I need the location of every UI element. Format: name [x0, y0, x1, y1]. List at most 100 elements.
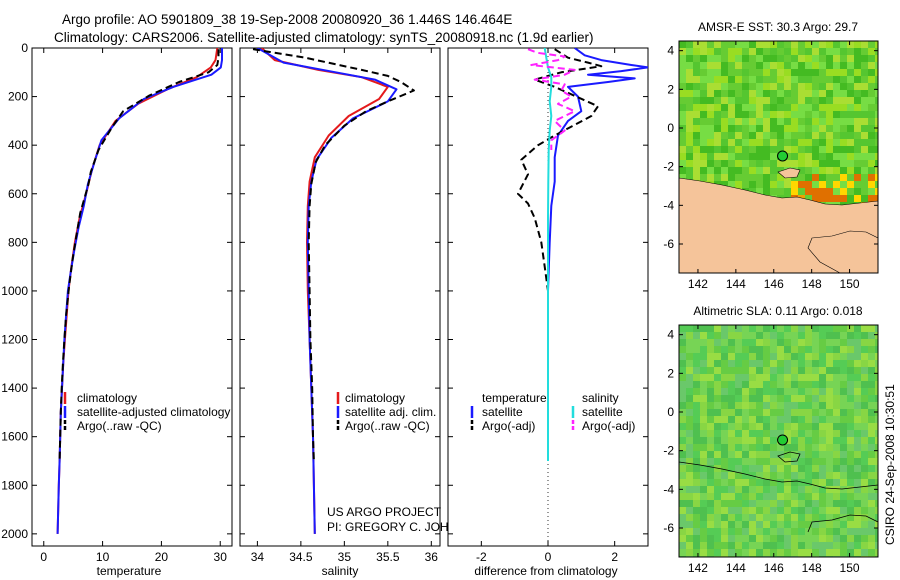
heatmap-cell: [868, 160, 875, 167]
heatmap-cell: [693, 125, 700, 132]
heatmap-cell: [812, 395, 819, 402]
heatmap-cell: [812, 125, 819, 132]
heatmap-cell: [749, 353, 756, 360]
heatmap-cell: [777, 174, 784, 181]
heatmap-cell: [826, 381, 833, 388]
heatmap-cell: [784, 90, 791, 97]
heatmap-cell: [868, 139, 875, 146]
y-tick-label: -6: [663, 237, 674, 251]
heatmap-cell: [693, 514, 700, 521]
heatmap-cell: [819, 62, 826, 69]
heatmap-cell: [875, 174, 878, 181]
heatmap-cell: [756, 153, 763, 160]
heatmap-cell: [707, 90, 714, 97]
heatmap-cell: [868, 353, 875, 360]
heatmap-cell: [791, 346, 798, 353]
heatmap-cell: [707, 146, 714, 153]
x-tick-label: -2: [476, 550, 487, 564]
heatmap-cell: [763, 465, 770, 472]
heatmap-cell: [742, 444, 749, 451]
heatmap-cell: [770, 181, 777, 188]
heatmap-cell: [868, 374, 875, 381]
heatmap-cell: [798, 430, 805, 437]
heatmap-cell: [749, 521, 756, 528]
heatmap-cell: [791, 104, 798, 111]
heatmap-cell: [812, 118, 819, 125]
heatmap-cell: [854, 486, 861, 493]
heatmap-cell: [749, 139, 756, 146]
heatmap-cell: [721, 353, 728, 360]
heatmap-cell: [875, 153, 878, 160]
heatmap-cell: [763, 118, 770, 125]
heatmap-cell: [861, 48, 868, 55]
heatmap-cell: [791, 76, 798, 83]
heatmap-cell: [756, 402, 763, 409]
heatmap-cell: [749, 167, 756, 174]
heatmap-cell: [735, 430, 742, 437]
difference-panel: -2 0 2 difference from climatology tempera…: [447, 47, 649, 578]
heatmap-cell: [763, 339, 770, 346]
heatmap-cell: [728, 451, 735, 458]
heatmap-cell: [798, 458, 805, 465]
heatmap-cell: [728, 62, 735, 69]
heatmap-cell: [798, 346, 805, 353]
difference-series: [517, 48, 648, 461]
heatmap-cell: [714, 118, 721, 125]
y-tick-label: 4: [667, 44, 674, 58]
heatmap-cell: [693, 76, 700, 83]
heatmap-cell: [756, 458, 763, 465]
heatmap-cell: [686, 388, 693, 395]
heatmap-cell: [700, 167, 707, 174]
heatmap-cell: [707, 409, 714, 416]
heatmap-cell: [721, 325, 728, 332]
heatmap-cell: [826, 465, 833, 472]
heatmap-cell: [728, 118, 735, 125]
heatmap-cell: [784, 514, 791, 521]
heatmap-cell: [728, 444, 735, 451]
heatmap-cell: [735, 346, 742, 353]
heatmap-cell: [854, 139, 861, 146]
heatmap-cell: [693, 409, 700, 416]
heatmap-cell: [686, 48, 693, 55]
heatmap-cell: [763, 430, 770, 437]
heatmap-cell: [749, 374, 756, 381]
heatmap-cell: [728, 416, 735, 423]
heatmap-cell: [714, 97, 721, 104]
heatmap-cell: [812, 346, 819, 353]
heatmap-cell: [798, 374, 805, 381]
heatmap-cell: [833, 167, 840, 174]
heatmap-cell: [854, 146, 861, 153]
heatmap-cell: [833, 535, 840, 542]
heatmap-cell: [707, 139, 714, 146]
heatmap-cell: [840, 325, 847, 332]
heatmap-cell: [861, 104, 868, 111]
heatmap-cell: [770, 160, 777, 167]
heatmap-cell: [868, 486, 875, 493]
heatmap-cell: [833, 132, 840, 139]
heatmap-cell: [826, 41, 833, 48]
heatmap-cell: [791, 549, 798, 556]
heatmap-cell: [714, 146, 721, 153]
heatmap-cell: [714, 76, 721, 83]
heatmap-cell: [868, 195, 875, 202]
heatmap-cell: [714, 339, 721, 346]
heatmap-cell: [749, 146, 756, 153]
heatmap-cell: [833, 395, 840, 402]
sla-island: [777, 451, 801, 463]
heatmap-cell: [693, 458, 700, 465]
heatmap-cell: [840, 90, 847, 97]
heatmap-cell: [728, 381, 735, 388]
heatmap-cell: [707, 451, 714, 458]
heatmap-cell: [693, 90, 700, 97]
heatmap-cell: [721, 69, 728, 76]
heatmap-cell: [714, 479, 721, 486]
heatmap-cell: [749, 188, 756, 195]
heatmap-cell: [812, 181, 819, 188]
heatmap-cell: [700, 332, 707, 339]
heatmap-cell: [875, 549, 878, 556]
heatmap-cell: [847, 458, 854, 465]
heatmap-cell: [756, 409, 763, 416]
heatmap-cell: [679, 76, 686, 83]
heatmap-cell: [784, 416, 791, 423]
heatmap-cell: [735, 360, 742, 367]
